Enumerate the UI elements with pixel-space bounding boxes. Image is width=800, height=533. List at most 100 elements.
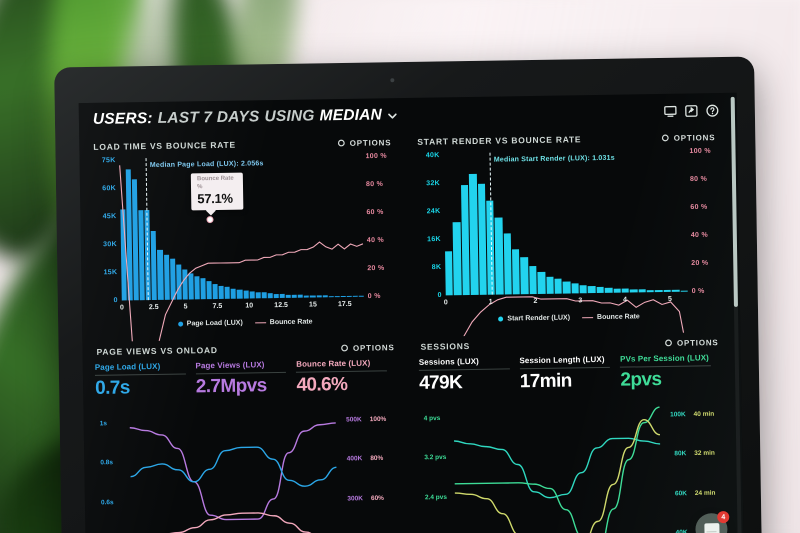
- legend-label: Start Render (LUX): [507, 314, 571, 323]
- header-icon-group: [664, 103, 727, 117]
- tooltip-bounce-rate: Bounce Rate % 57.1%: [190, 172, 244, 216]
- y2-tick-row: 100K 40 min: [670, 411, 720, 419]
- x-tick-label: 5: [183, 303, 188, 311]
- bounce-rate-line: [444, 152, 690, 337]
- x-tick-label: 0: [443, 299, 448, 307]
- y-axis-left: 0 15K 30K 45K 60K 75K: [92, 157, 120, 304]
- y-tick-label: 0.8s: [100, 459, 114, 467]
- y2-tick-label-right: 100%: [369, 415, 387, 424]
- kpi-card[interactable]: PVs Per Session (LUX) 2pvs: [620, 353, 721, 391]
- kpi-divider: [620, 365, 711, 368]
- options-button[interactable]: OPTIONS: [338, 138, 391, 148]
- y2-tick-label: 100 %: [365, 152, 387, 161]
- kpi-value: 0.7s: [94, 377, 130, 399]
- y2-tick-label-right: 80%: [370, 455, 384, 463]
- bounce-rate-line: [120, 157, 366, 342]
- dashboard-grid: LOAD TIME VS BOUNCE RATE OPTIONS 0 15K 30K…: [79, 127, 744, 533]
- y-axis-right: 0 % 20 % 40 % 60 % 80 % 100 %: [364, 152, 396, 300]
- panel-title: LOAD TIME VS BOUNCE RATE: [93, 139, 236, 152]
- y-tick-label: 0.6s: [100, 498, 114, 506]
- title-range: LAST 7 DAYS: [157, 108, 260, 127]
- kpi-card[interactable]: Sessions (LUX) 479K: [418, 356, 520, 394]
- y2-tick-label-right: 32 min: [694, 450, 715, 458]
- app-header: USERS: LAST 7 DAYS USING MEDIAN: [79, 93, 737, 137]
- legend-dot-icon: [177, 321, 183, 327]
- chevron-down-icon[interactable]: [387, 110, 398, 121]
- kpi-divider: [519, 366, 611, 370]
- y-tick-label: 16K: [427, 235, 441, 244]
- dashboard-screen: USERS: LAST 7 DAYS USING MEDIAN: [78, 92, 744, 533]
- options-button[interactable]: OPTIONS: [341, 343, 395, 353]
- kpi-divider: [418, 368, 510, 371]
- monitor-icon[interactable]: [664, 104, 677, 117]
- tooltip-label: Bounce Rate: [196, 175, 234, 183]
- plot-area: Median Start Render (LUX): 1.031s: [444, 152, 688, 296]
- page-title[interactable]: USERS: LAST 7 DAYS USING MEDIAN: [93, 106, 398, 129]
- kpi-divider: [94, 373, 186, 376]
- tooltip-value: 57.1%: [197, 190, 233, 207]
- share-icon[interactable]: [685, 104, 698, 117]
- plot-area: [129, 406, 337, 533]
- help-icon[interactable]: [706, 104, 719, 117]
- line-series: [454, 438, 661, 499]
- y2-tick-label: 100 %: [689, 147, 711, 156]
- line-series: [454, 419, 662, 533]
- chart-start-render: 0 8K 16K 24K 32K 40K 0 % 20 % 40 % 60 % 80 % 100 %…: [415, 147, 720, 320]
- x-tick-label: 10: [245, 302, 254, 310]
- y-axis-right: 0 % 20 % 40 % 60 % 80 % 100 %: [688, 147, 720, 295]
- kpi-group: Page Load (LUX) 0.7s Page Views (LUX) 2.7Mp…: [94, 358, 398, 399]
- y2-tick-label: 80 %: [365, 180, 384, 189]
- x-tick-label: 1: [488, 298, 493, 306]
- y2-tick-label-right: 24 min: [694, 489, 716, 497]
- webcam-icon: [390, 78, 395, 83]
- kpi-card[interactable]: Page Load (LUX) 0.7s: [94, 361, 196, 399]
- panel-sessions: SESSIONS OPTIONS Sessions (LUX) 479K Sessi…: [406, 332, 733, 533]
- legend-item[interactable]: Bounce Rate: [254, 319, 313, 327]
- legend-item[interactable]: Start Render (LUX): [498, 314, 570, 322]
- kpi-card[interactable]: Page Views (LUX) 2.7Mpvs: [195, 360, 296, 397]
- line-series: [130, 423, 337, 521]
- tooltip-unit: %: [197, 183, 203, 190]
- laptop-device: USERS: LAST 7 DAYS USING MEDIAN: [54, 56, 762, 533]
- panel-page-views-vs-onload: PAGE VIEWS VS ONLOAD OPTIONS Page Load (…: [82, 337, 409, 533]
- kpi-card[interactable]: Bounce Rate (LUX) 40.6%: [296, 358, 397, 396]
- legend-item[interactable]: Bounce Rate: [582, 313, 640, 321]
- legend-label: Bounce Rate: [596, 313, 640, 322]
- y2-tick-label-left: 400K: [346, 455, 363, 463]
- y-tick-label: 4 pvs: [423, 415, 441, 423]
- y-tick-label: 0: [437, 291, 442, 300]
- line-series: [130, 446, 337, 489]
- kpi-card[interactable]: Session Length (LUX) 17min: [519, 355, 620, 392]
- chat-bubble-icon: [703, 522, 720, 533]
- y-tick-label: 2.4 pvs: [424, 493, 448, 501]
- x-tick-label: 5: [667, 295, 672, 303]
- y2-tick-row: 300K 60%: [347, 494, 397, 502]
- legend-item[interactable]: Page Load (LUX): [177, 320, 243, 328]
- panel-header: LOAD TIME VS BOUNCE RATE OPTIONS: [91, 132, 393, 155]
- y-tick-label: 32K: [426, 179, 441, 188]
- x-tick-label: 2: [533, 297, 538, 306]
- chart-load-time: 0 15K 30K 45K 60K 75K 0 % 20 % 40 % 60 % 80 % 100 …: [92, 152, 397, 325]
- x-tick-label: 2.5: [148, 303, 159, 312]
- y2-tick-label-left: 80K: [674, 450, 687, 458]
- gear-icon: [662, 134, 670, 142]
- options-button[interactable]: OPTIONS: [665, 338, 719, 348]
- y-tick-label: 8K: [431, 263, 442, 272]
- data-point-marker[interactable]: [206, 215, 214, 223]
- y2-tick-row: 400K 80%: [347, 455, 397, 463]
- y2-tick-label: 0 %: [367, 292, 381, 301]
- y2-tick-label-left: 40K: [675, 528, 688, 533]
- y2-tick-label: 60 %: [690, 203, 708, 212]
- title-metric: MEDIAN: [319, 106, 383, 125]
- x-tick-label: 0: [119, 304, 124, 312]
- plot-area: [453, 401, 661, 533]
- gear-icon: [341, 344, 349, 352]
- options-label: OPTIONS: [676, 337, 719, 348]
- options-button[interactable]: OPTIONS: [662, 133, 715, 143]
- y-tick-label: 1s: [99, 420, 108, 428]
- y-tick-label: 45K: [102, 213, 117, 221]
- kpi-group: Sessions (LUX) 479K Session Length (LUX) 17…: [418, 353, 722, 394]
